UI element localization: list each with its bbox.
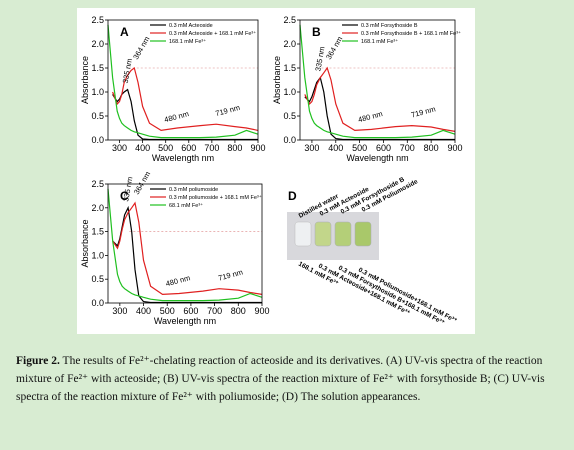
y-tick-label: 1.0 — [91, 87, 104, 97]
plot-frame — [299, 19, 456, 141]
x-tick-label: 800 — [227, 143, 242, 153]
y-tick-label: 1.5 — [283, 63, 296, 73]
y-tick-label: 2.0 — [91, 203, 104, 213]
caption-label: Figure 2. — [16, 355, 60, 367]
x-tick-label: 300 — [112, 143, 127, 153]
x-tick-label: 600 — [183, 306, 198, 316]
y-tick-label: 1.5 — [91, 63, 104, 73]
legend-label: 0.3 mM Acteoside + 168.1 mM Fe³⁺ — [169, 30, 256, 37]
y-axis-label: Absorbance — [80, 219, 90, 267]
x-tick-label: 500 — [160, 306, 175, 316]
figure-panel — [77, 8, 475, 334]
annotation: 335 nm — [121, 58, 134, 84]
vial — [354, 221, 372, 247]
legend-label: 168.1 mM Fe³⁺ — [169, 38, 206, 45]
x-tick-label: 600 — [181, 143, 196, 153]
x-tick-label: 500 — [158, 143, 173, 153]
y-axis-label: Absorbance — [272, 56, 282, 104]
chart: 0.0 0.5 1.0 1.5 2.0 2.5 300 400 500 600 700 800 900 0… — [80, 15, 266, 163]
chart: 0.0 0.5 1.0 1.5 2.0 2.5 300 400 500 600 700 800 900 0… — [272, 15, 463, 163]
y-tick-label: 0.0 — [91, 298, 104, 308]
y-tick-label: 2.5 — [91, 15, 104, 25]
legend-label: 0.3 mM Acteoside — [169, 23, 213, 29]
legend-label: 0.3 mM poliumoside — [169, 187, 218, 193]
panel-letter: D — [288, 189, 297, 203]
y-tick-label: 0.5 — [91, 111, 104, 121]
x-tick-label: 300 — [112, 306, 127, 316]
y-tick-label: 0.0 — [91, 135, 104, 145]
x-tick-label: 600 — [376, 143, 391, 153]
series-line — [299, 24, 456, 139]
caption-text: The results of Fe²⁺-chelating reaction o… — [16, 355, 545, 403]
x-tick-label: 800 — [424, 143, 439, 153]
vial — [294, 221, 312, 247]
caption: Figure 2. The results of Fe²⁺-chelating … — [16, 352, 558, 406]
series-line — [304, 66, 456, 132]
x-tick-label: 500 — [352, 143, 367, 153]
annotation: 335 nm — [121, 176, 134, 202]
x-tick-label: 700 — [400, 143, 415, 153]
panel-letter: C — [120, 189, 129, 203]
legend-label: 68.1 mM Fe³⁺ — [169, 202, 203, 209]
x-tick-label: 900 — [254, 306, 269, 316]
panel-letter: B — [312, 25, 321, 39]
x-tick-label: 700 — [204, 143, 219, 153]
x-tick-label: 400 — [328, 143, 343, 153]
y-tick-label: 0.5 — [283, 111, 296, 121]
x-tick-label: 700 — [207, 306, 222, 316]
panel-letter: A — [120, 25, 129, 39]
vial — [334, 221, 352, 247]
series-line — [112, 201, 263, 296]
plot-frame — [107, 19, 259, 141]
legend-label: 0.3 mM Forsythoside B — [361, 23, 418, 29]
y-tick-label: 2.0 — [283, 39, 296, 49]
y-axis-label: Absorbance — [80, 56, 90, 104]
legend-label: 168.1 mM Fe³⁺ — [361, 38, 398, 45]
plot-frame — [107, 183, 263, 304]
x-axis-label: Wavelength nm — [152, 153, 214, 163]
x-tick-label: 300 — [304, 143, 319, 153]
y-tick-label: 1.0 — [91, 250, 104, 260]
y-tick-label: 0.5 — [91, 274, 104, 284]
y-tick-label: 1.5 — [91, 227, 104, 237]
vial — [314, 221, 332, 247]
x-tick-label: 800 — [231, 306, 246, 316]
y-tick-label: 1.0 — [283, 87, 296, 97]
x-tick-label: 400 — [135, 143, 150, 153]
series-line — [107, 24, 259, 139]
x-axis-label: Wavelength nm — [346, 153, 408, 163]
series-line — [107, 188, 263, 302]
x-tick-label: 900 — [250, 143, 265, 153]
legend-label: 0.3 mM poliumoside + 168.1 mM Fe³⁺ — [169, 194, 262, 201]
y-tick-label: 0.0 — [283, 135, 296, 145]
legend-label: 0.3 mM Forsythoside B + 168.1 mM Fe³⁺ — [361, 30, 461, 37]
y-tick-label: 2.5 — [283, 15, 296, 25]
photo — [287, 212, 379, 260]
y-tick-label: 2.0 — [91, 39, 104, 49]
x-tick-label: 400 — [136, 306, 151, 316]
series-line — [112, 66, 259, 132]
x-tick-label: 900 — [447, 143, 462, 153]
x-axis-label: Wavelength nm — [154, 316, 216, 326]
y-tick-label: 2.5 — [91, 179, 104, 189]
annotation: 335 nm — [313, 46, 326, 72]
series-line — [304, 76, 455, 141]
